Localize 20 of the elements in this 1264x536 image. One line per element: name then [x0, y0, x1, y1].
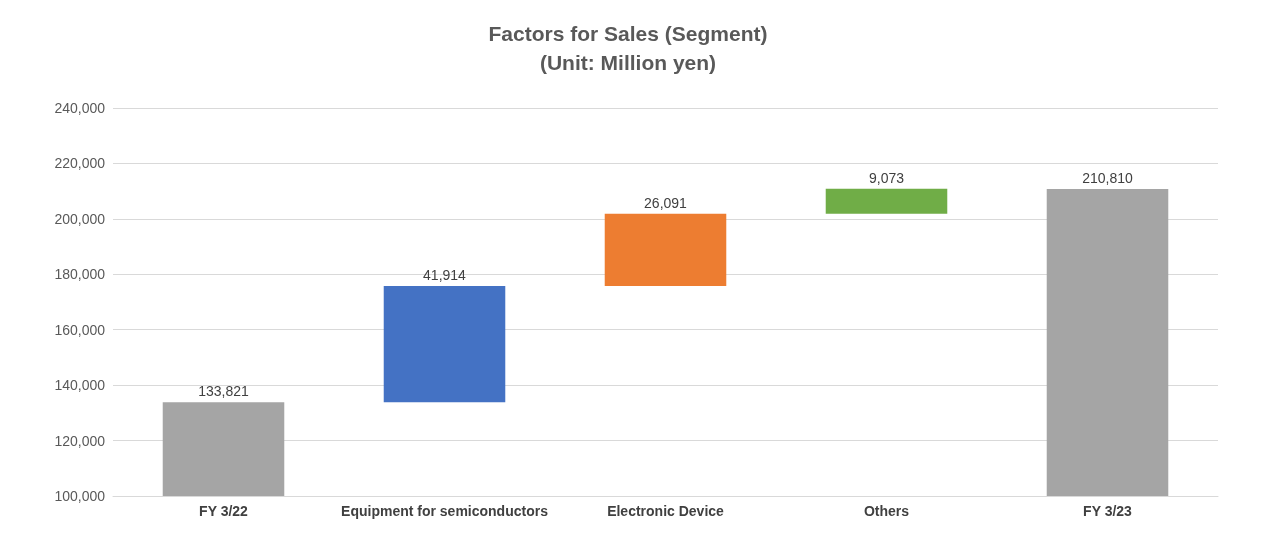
- chart-title: Factors for Sales (Segment): [488, 22, 768, 45]
- chart-subtitle: (Unit: Million yen): [539, 51, 717, 74]
- y-tick-label: 220,000: [54, 155, 106, 172]
- x-tick-label: Equipment for semiconductors: [341, 503, 549, 519]
- y-tick-label: 200,000: [54, 210, 106, 227]
- y-tick-label: 100,000: [54, 488, 106, 504]
- data-label: 133,821: [198, 383, 250, 400]
- x-tick-label: FY 3/22: [199, 503, 249, 519]
- x-tick-label: Others: [863, 503, 910, 519]
- x-tick-label: FY 3/23: [1083, 503, 1133, 519]
- y-tick-label: 240,000: [54, 100, 106, 116]
- data-label: 9,073: [868, 169, 905, 186]
- data-label: 41,914: [423, 267, 467, 284]
- y-tick-label: 180,000: [54, 266, 106, 283]
- y-tick-label: 140,000: [54, 377, 106, 394]
- y-tick-label: 160,000: [54, 321, 106, 338]
- data-label: 26,091: [644, 194, 688, 211]
- data-label: 210,810: [1082, 169, 1134, 186]
- y-tick-label: 120,000: [54, 432, 106, 449]
- x-tick-label: Electronic Device: [607, 503, 725, 519]
